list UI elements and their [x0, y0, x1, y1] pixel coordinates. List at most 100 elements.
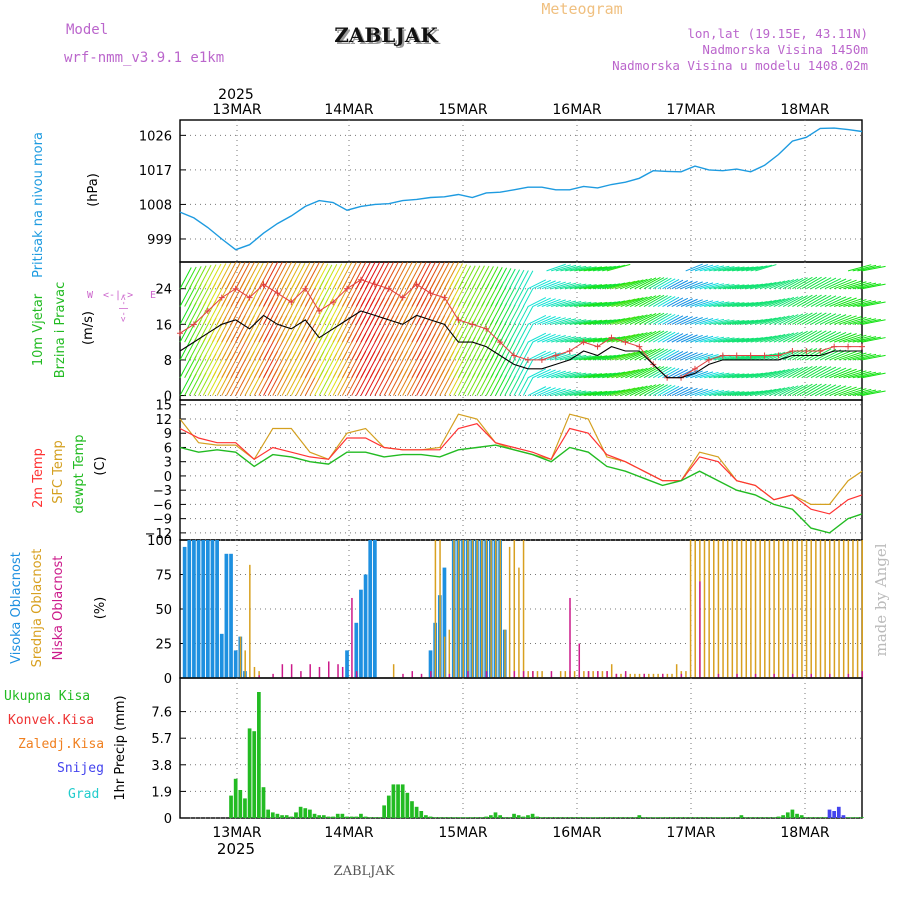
wind-barb — [843, 388, 867, 397]
precip-bar — [229, 795, 233, 818]
wind-barb — [820, 295, 842, 307]
mid-cloud-bar — [764, 540, 766, 678]
wind-barb — [290, 262, 306, 289]
precip-bar — [758, 817, 762, 818]
wind-barb — [606, 263, 631, 272]
wind-barb — [615, 297, 640, 307]
mid-cloud-bar — [476, 540, 478, 678]
wind-barb — [676, 369, 693, 379]
wind-barb — [625, 367, 648, 379]
wind-dir-e: E — [150, 290, 156, 301]
wind-barb — [787, 295, 808, 307]
wind-barb — [769, 333, 790, 343]
wind-ytick-label-1: 8 — [164, 354, 172, 369]
wind-barb — [806, 365, 827, 379]
precip-bar — [595, 817, 600, 818]
precip-bar — [665, 817, 669, 818]
mid-cloud-bar — [689, 540, 692, 678]
precip-bar — [693, 817, 697, 818]
wind-barb — [657, 385, 676, 396]
wind-barb — [188, 266, 202, 289]
wind-barb — [727, 391, 750, 397]
wind-barb — [732, 337, 754, 343]
low-cloud-bar — [430, 671, 432, 678]
page-title-shadow: ZABLJAK — [336, 25, 440, 49]
wind-barb — [852, 264, 877, 272]
wind-barb — [620, 279, 644, 290]
wind-barb — [796, 276, 818, 290]
wind-barb — [843, 316, 867, 325]
wind-barb — [537, 351, 556, 361]
wind-barb — [537, 316, 556, 325]
wind-barb — [518, 359, 529, 378]
precip-bar — [303, 808, 308, 818]
wind-gust-marker — [399, 294, 406, 301]
mid-cloud-bar — [499, 540, 502, 678]
wind-barb — [602, 282, 626, 290]
mid-cloud-bar — [485, 540, 488, 678]
wind-barb — [824, 331, 847, 343]
low-cloud-bar — [615, 673, 618, 678]
wind-barb — [518, 288, 529, 307]
wind-barb — [629, 384, 652, 397]
precip-bar — [688, 817, 693, 818]
wind-barb — [713, 301, 735, 308]
wind-barb — [847, 299, 872, 307]
precip-bar — [414, 806, 419, 818]
wind-barb — [508, 376, 521, 396]
wind-barb — [578, 266, 603, 272]
wind-barb — [592, 283, 616, 290]
wind-barb — [829, 279, 852, 290]
precip-bar — [591, 817, 595, 818]
wind-barb — [490, 266, 503, 289]
wind-barb — [792, 330, 813, 343]
wind-gust-marker — [803, 348, 810, 355]
wind-barb — [773, 368, 795, 379]
precip-bar — [544, 817, 549, 818]
wind-ylabel-1: 10m Vjetar — [31, 293, 46, 366]
wind-barb — [592, 372, 616, 379]
wind-barb — [820, 313, 842, 325]
wind-barb — [564, 319, 587, 325]
mid-cloud-bar — [791, 540, 794, 678]
wind-barb — [583, 355, 608, 361]
wind-barb — [861, 354, 886, 361]
wind-barb — [704, 372, 725, 379]
wind-barb — [732, 302, 754, 308]
precip-bar — [813, 817, 818, 818]
mid-cloud-bar — [666, 673, 669, 678]
wind-barb — [569, 373, 592, 379]
precip-bar — [326, 816, 331, 818]
wind-gust-marker — [733, 352, 740, 359]
wind-barb — [769, 386, 790, 397]
wind-barb — [690, 299, 709, 307]
wind-barb — [732, 319, 754, 325]
mid-cloud-bar — [249, 564, 251, 678]
low-cloud-bar — [754, 673, 757, 678]
wind-barb — [708, 337, 730, 343]
wind-barb — [718, 391, 740, 397]
mid-cloud-bar — [675, 664, 678, 678]
mid-cloud-bar — [601, 671, 604, 678]
wind-barb — [221, 261, 237, 289]
wind-barb — [606, 281, 631, 290]
wind-gust-marker — [691, 365, 698, 372]
temp-ylabel-2: SFC Temp — [51, 440, 66, 504]
precip-bar — [275, 813, 280, 818]
wind-barb — [652, 384, 672, 396]
wind-barb — [833, 368, 857, 379]
wind-barb — [602, 318, 626, 325]
precip-bar — [470, 817, 475, 818]
wind-barb — [588, 355, 612, 361]
mid-cloud-bar — [717, 540, 720, 678]
wind-barb — [522, 288, 534, 307]
wind-barb — [852, 371, 877, 379]
wind-barb — [546, 388, 566, 397]
wind-barb — [541, 298, 561, 307]
wind-barb — [551, 353, 572, 361]
wind-gust-marker — [316, 307, 323, 314]
wind-barb — [787, 312, 808, 325]
wind-dir-arrows: <-|-> — [103, 290, 133, 301]
wind-barb — [694, 282, 714, 290]
